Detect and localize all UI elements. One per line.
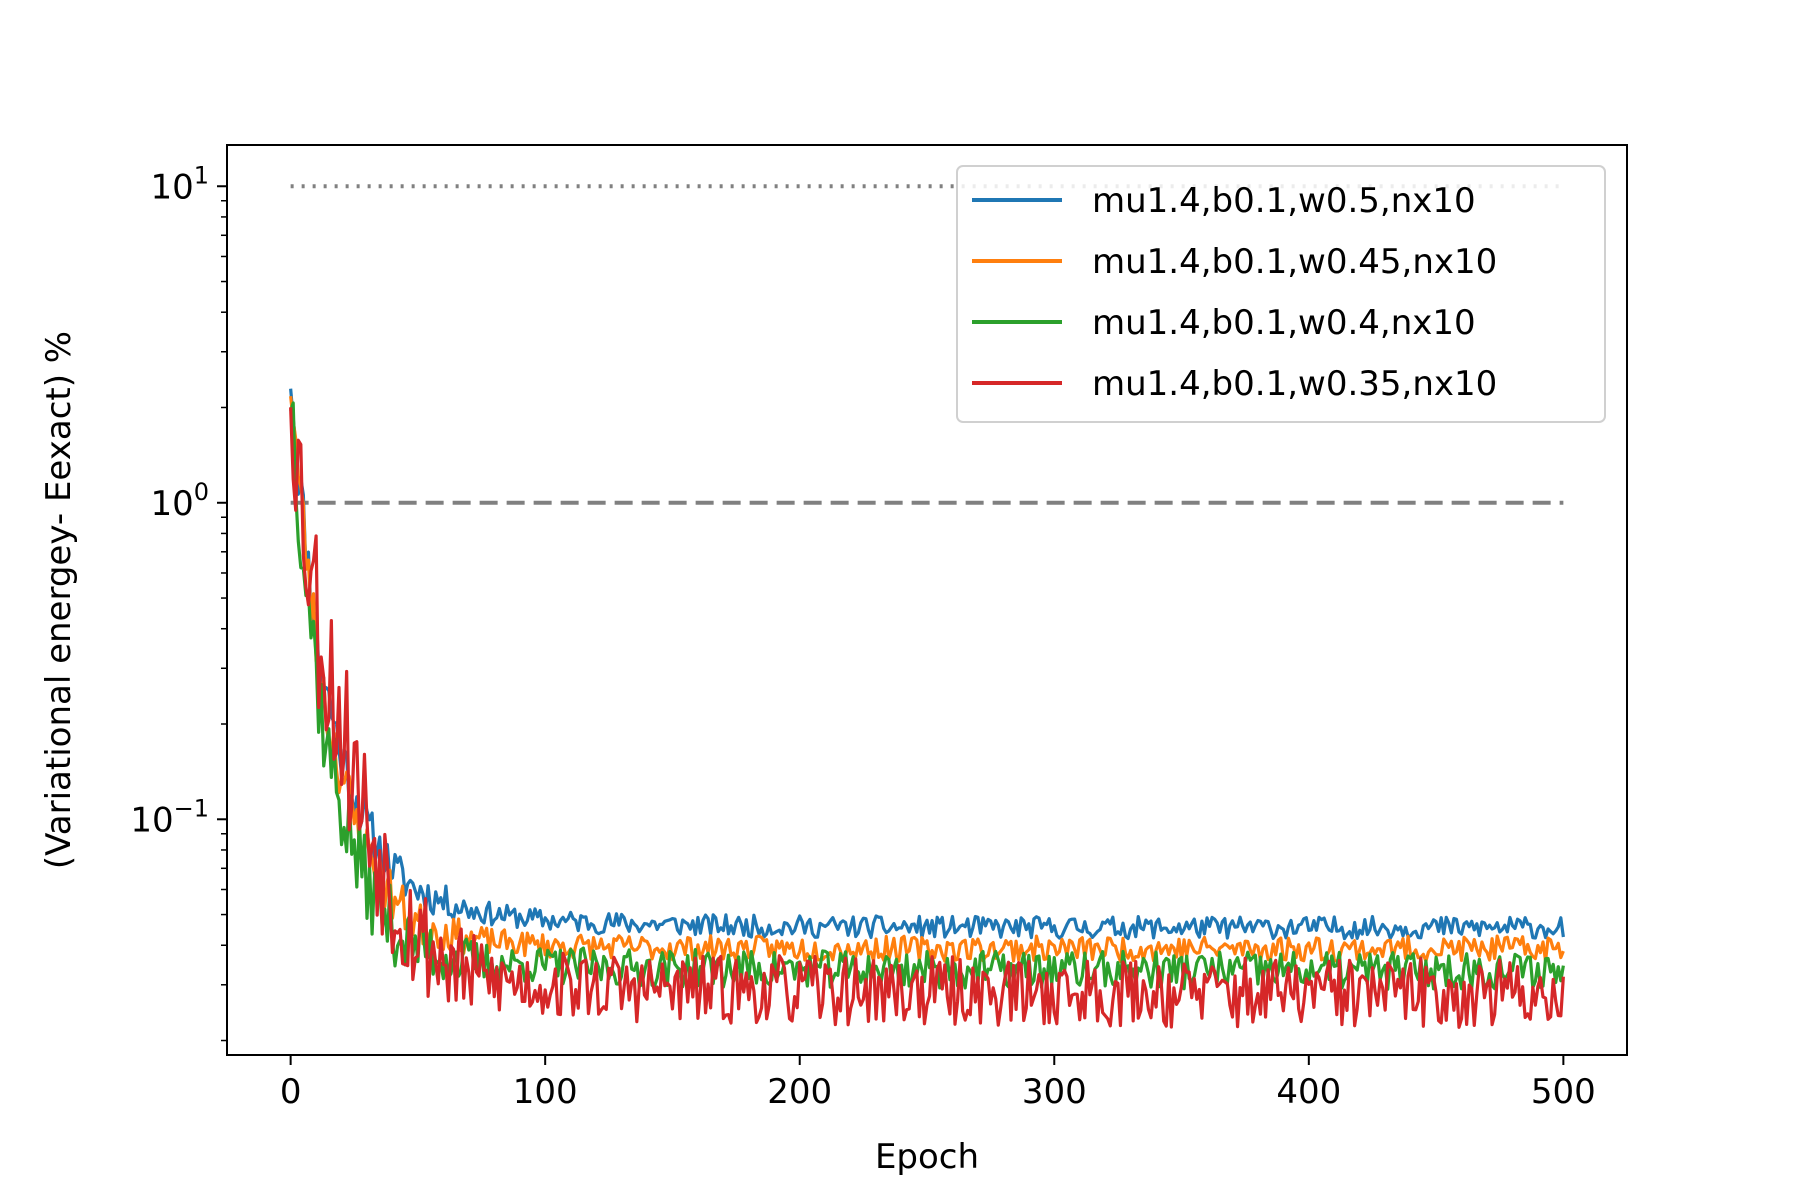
x-axis-label: Epoch <box>875 1137 979 1177</box>
x-tick-label: 500 <box>1531 1072 1596 1112</box>
legend-label: mu1.4,b0.1,w0.35,nx10 <box>1092 364 1497 404</box>
legend: mu1.4,b0.1,w0.5,nx10 mu1.4,b0.1,w0.45,nx1… <box>956 165 1606 423</box>
y-axis-label: (Variational energey- Eexact) % <box>39 331 79 869</box>
plot-frame <box>226 144 1628 1056</box>
x-tick-label: 100 <box>513 1072 578 1112</box>
y-tick-label: 101 <box>150 161 209 207</box>
x-tick-label: 400 <box>1276 1072 1341 1112</box>
y-tick-label: 100 <box>150 478 209 524</box>
reference-lines <box>290 184 1564 505</box>
series-lines <box>289 388 1565 1029</box>
x-axis-ticks: 0 100 200 300 400 500 <box>280 1055 1596 1112</box>
y-axis-ticks: 101 100 10−1 <box>130 161 227 1042</box>
series-line-1 <box>289 388 1565 941</box>
legend-label: mu1.4,b0.1,w0.4,nx10 <box>1092 303 1476 343</box>
y-tick-label: 10−1 <box>130 794 209 840</box>
legend-label: mu1.4,b0.1,w0.5,nx10 <box>1092 181 1476 221</box>
legend-label: mu1.4,b0.1,w0.45,nx10 <box>1092 242 1497 282</box>
series-line-2 <box>289 396 1565 963</box>
x-tick-label: 200 <box>767 1072 832 1112</box>
legend-box <box>956 165 1606 423</box>
series-line-4 <box>289 407 1565 1029</box>
x-tick-label: 300 <box>1022 1072 1087 1112</box>
x-tick-label: 0 <box>280 1072 302 1112</box>
